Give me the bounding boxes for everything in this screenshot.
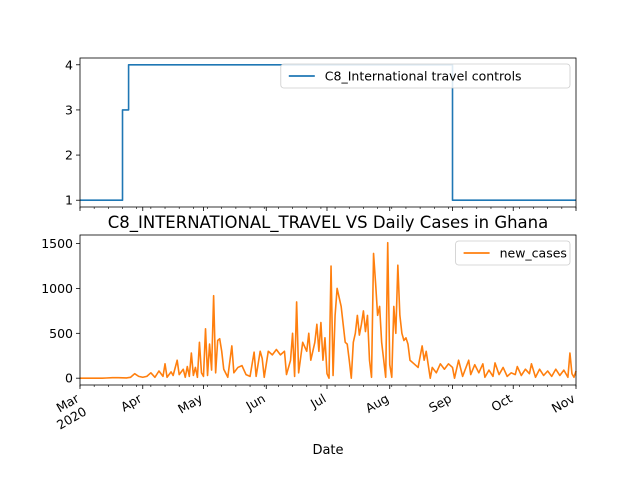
bottom-y-tick-label: 1500: [41, 236, 73, 251]
top-y-tick-label: 2: [65, 148, 73, 163]
top-legend-label: C8_International travel controls: [325, 69, 522, 84]
bottom-axes-frame: [79, 234, 577, 386]
bottom-series-line: [80, 241, 577, 379]
bottom-legend-box: [455, 240, 571, 266]
top-axes-frame: [79, 57, 577, 208]
bottom-y-tick-label: 1000: [41, 281, 73, 296]
top-y-tick-label: 1: [65, 193, 73, 208]
top-y-tick-label: 3: [65, 102, 73, 117]
bottom-y-tick-label: 0: [65, 371, 73, 386]
bottom-y-tick-label: 500: [49, 326, 73, 341]
top-series-line: [80, 63, 576, 202]
bottom-chart-x-axis-label: Date: [312, 443, 343, 458]
top-y-tick-label: 4: [65, 57, 73, 72]
bottom-x-tick-label: Jul: [307, 391, 328, 412]
bottom-chart-title: C8_INTERNATIONAL_TRAVEL VS Daily Cases i…: [108, 213, 549, 233]
top-legend-box: [280, 63, 571, 89]
bottom-x-tick-label-group: Jul: [307, 391, 328, 412]
bottom-legend-label: new_cases: [500, 246, 567, 261]
